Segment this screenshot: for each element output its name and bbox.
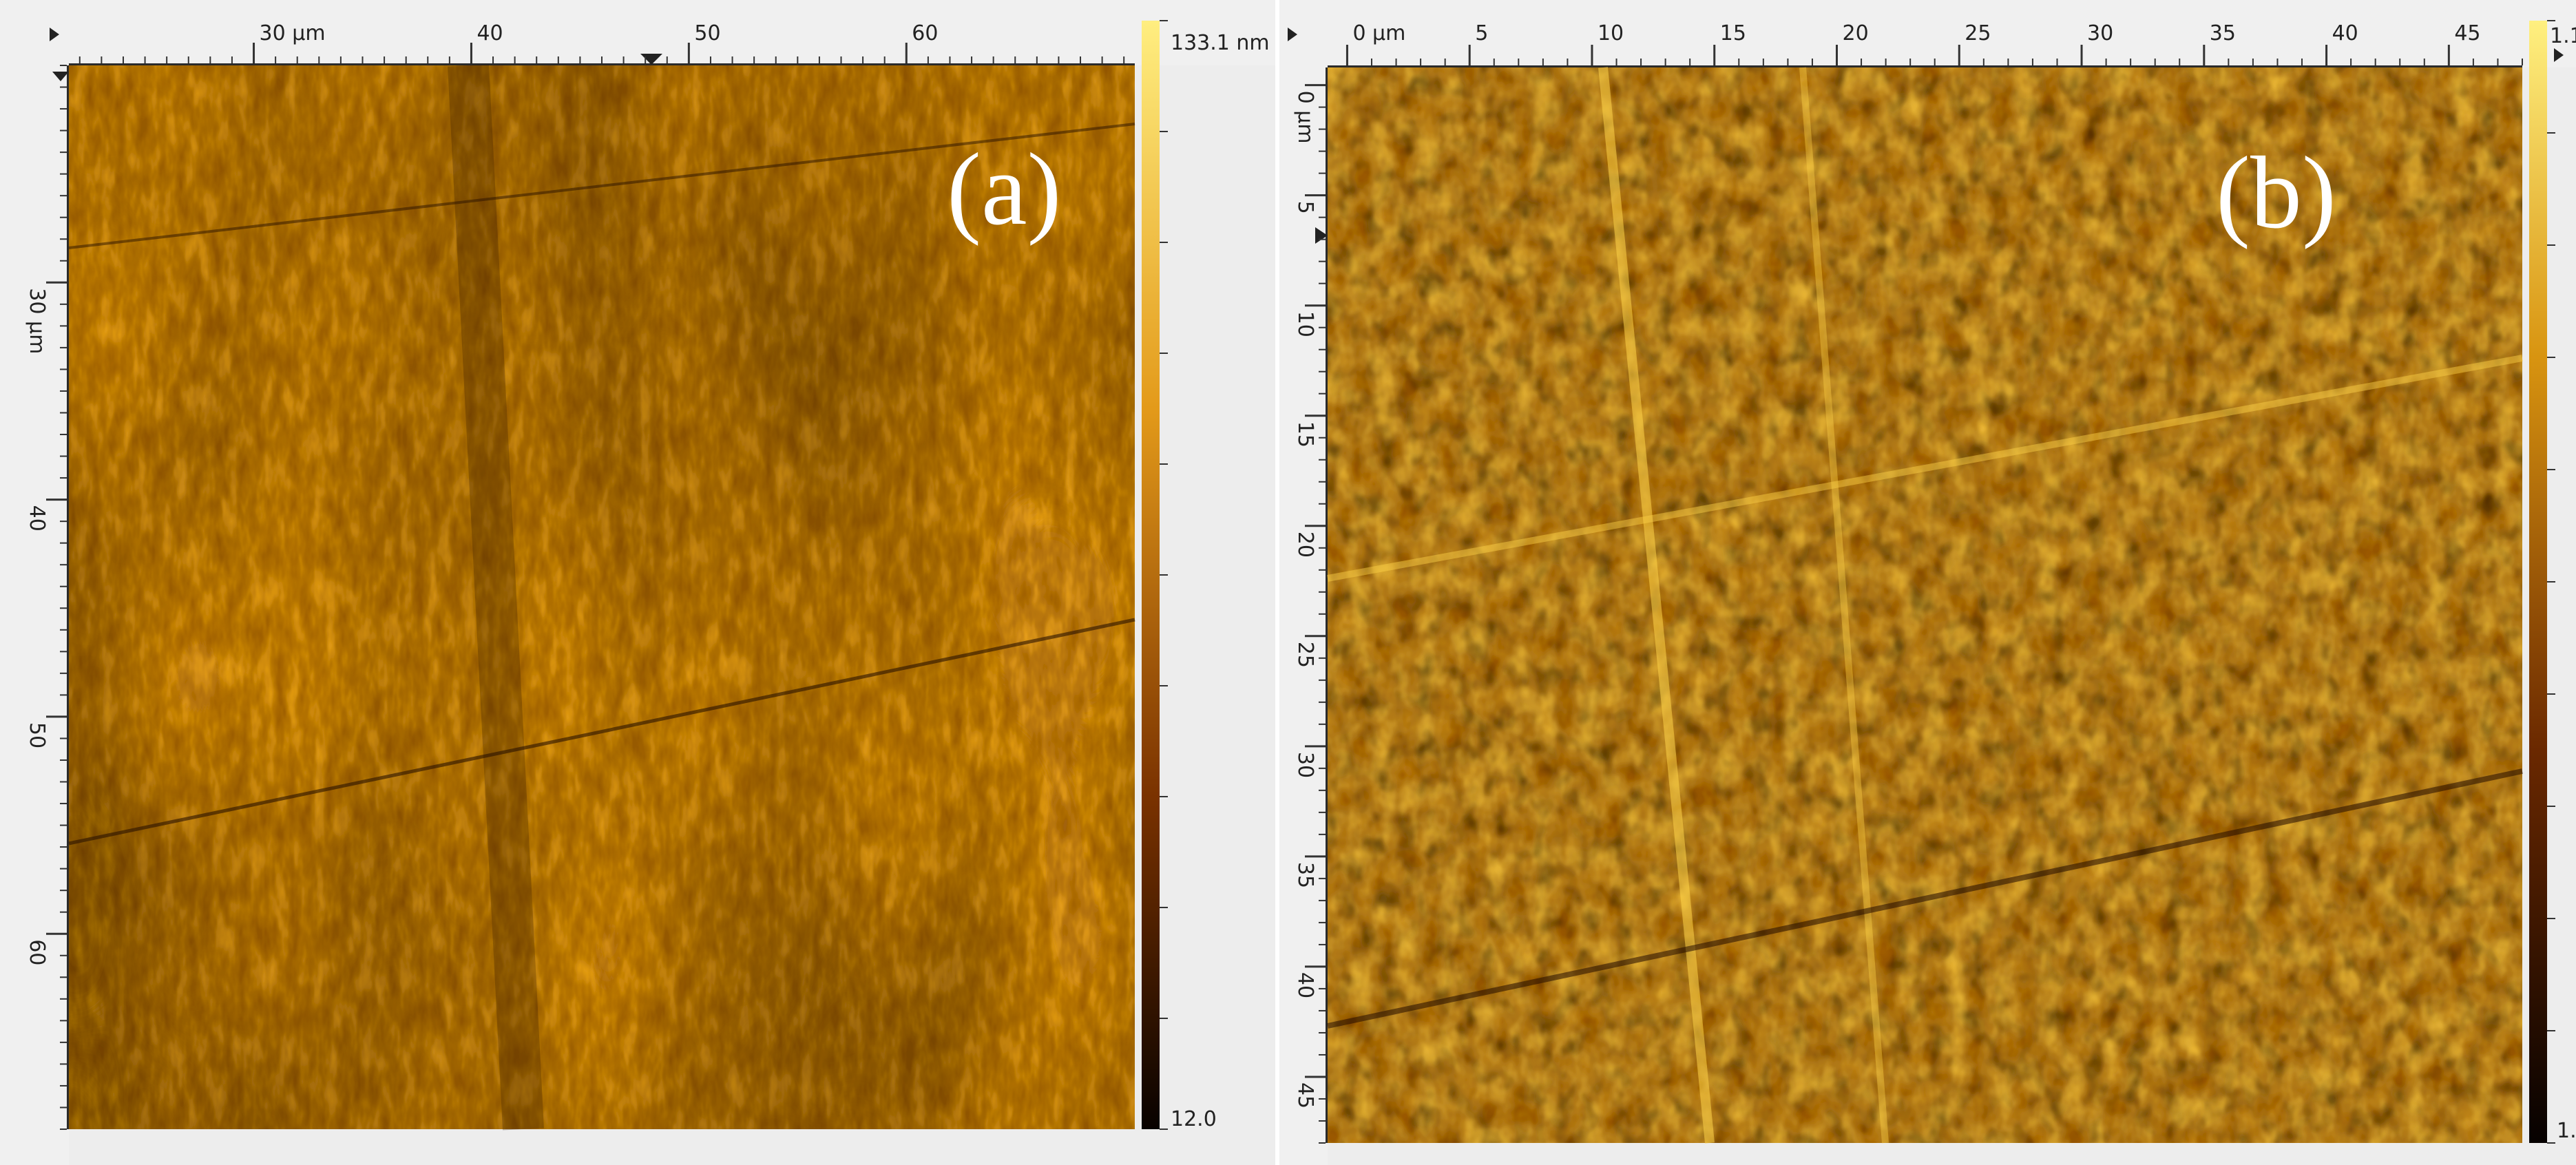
x-ticks-a: 30 µm 40 50 60 [78, 21, 1125, 63]
y-ruler-a [0, 65, 69, 1165]
x-ruler-a [0, 0, 1275, 65]
afm-viewer-b: 0 µm 5 10 15 20 25 30 35 40 45 0 µm 5 10 15 20 25 30 35 4… [1279, 0, 2576, 1165]
y-tick-label: 25 [1293, 642, 1317, 668]
x-tick-label: 20 [1843, 21, 1869, 45]
colorbar-max-a: 133.1 nm [1171, 31, 1270, 55]
y-tick-label: 35 [1293, 862, 1317, 888]
colorbar-a: 133.1 nm 12.0 [1142, 20, 1270, 1131]
colorbar-min-b: 1.111 [2557, 1119, 2576, 1143]
x-tick-label: 0 µm [1352, 21, 1405, 45]
afm-image-a[interactable]: (a) [68, 64, 1135, 1131]
y-tick-label: 40 [1293, 972, 1317, 998]
ruler-arrow-icon[interactable] [2554, 48, 2564, 62]
x-tick-label: 40 [2332, 21, 2358, 45]
x-tick-label: 60 [912, 21, 938, 45]
afm-viewer-a: 30 µm 40 50 60 30 µm 40 50 60 (a) 133.1 nm 12.… [0, 0, 1275, 1165]
y-ticks-a: 30 µm 40 50 60 [25, 65, 67, 1130]
afm-panel-b: 0 µm 5 10 15 20 25 30 35 40 45 0 µm 5 10 15 20 25 30 35 4… [1279, 0, 2576, 1165]
y-tick-label: 0 µm [1293, 91, 1317, 144]
ruler-arrow-icon[interactable] [1288, 28, 1297, 41]
ruler-arrow-icon[interactable] [50, 28, 59, 41]
colorbar-b: 1.127 µm 1.111 [2529, 20, 2576, 1144]
y-ticks-b: 0 µm 5 10 15 20 25 30 35 40 45 [1293, 84, 1326, 1144]
y-tick-label: 60 [25, 939, 49, 965]
x-tick-label: 40 [477, 21, 503, 45]
ruler-arrow-icon[interactable] [52, 72, 69, 81]
x-tick-label: 30 [2087, 21, 2113, 45]
colorbar-min-a: 12.0 [1171, 1107, 1217, 1131]
afm-image-b[interactable]: (b) [1327, 67, 2523, 1144]
colorbar-gradient-b [2529, 21, 2547, 1143]
colorbar-gradient-a [1142, 21, 1160, 1129]
panel-label-b: (b) [2216, 136, 2336, 250]
y-tick-label: 20 [1293, 532, 1317, 558]
afm-panel-a: 30 µm 40 50 60 30 µm 40 50 60 (a) 133.1 nm 12.… [0, 0, 1275, 1165]
y-tick-label: 15 [1293, 421, 1317, 448]
y-ruler-b [1279, 67, 1328, 1165]
x-tick-label: 5 [1475, 21, 1488, 45]
x-tick-label: 45 [2454, 21, 2480, 45]
x-tick-label: 30 µm [260, 21, 326, 45]
y-tick-label: 45 [1293, 1082, 1317, 1109]
colorbar-max-b: 1.127 µm [2550, 24, 2576, 48]
x-tick-label: 15 [1720, 21, 1746, 45]
y-tick-label: 5 [1293, 201, 1317, 214]
cursor-marker-icon[interactable] [1315, 227, 1328, 244]
x-tick-label: 50 [694, 21, 720, 45]
x-tick-label: 10 [1598, 21, 1624, 45]
x-tick-label: 35 [2210, 21, 2236, 45]
x-ruler-b [1279, 0, 2576, 67]
y-tick-label: 50 [25, 722, 49, 748]
y-tick-label: 30 µm [25, 288, 49, 354]
panel-label-a: (a) [947, 132, 1061, 246]
y-tick-label: 30 [1293, 752, 1317, 778]
x-ticks-b: 0 µm 5 10 15 20 25 30 35 40 45 [1345, 21, 2523, 65]
y-tick-label: 40 [25, 505, 49, 532]
y-tick-label: 10 [1293, 311, 1317, 337]
x-tick-label: 25 [1965, 21, 1991, 45]
